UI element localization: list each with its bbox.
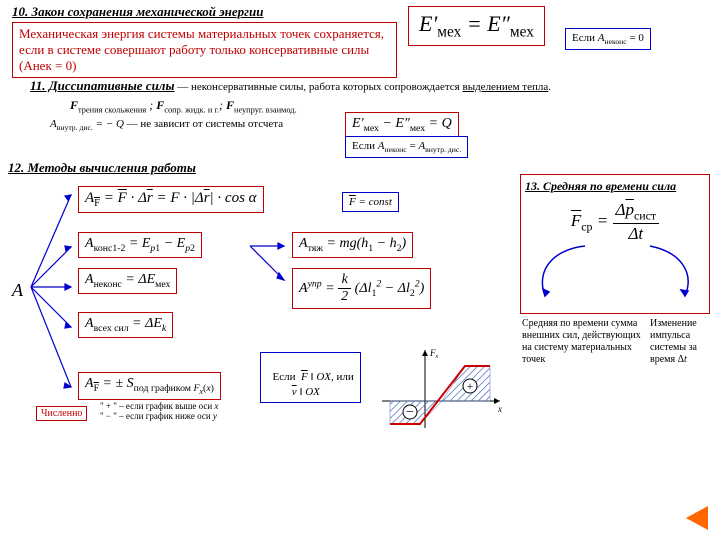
sec12-num-label: Численно (41, 408, 82, 419)
sec10-formula: E′мех = E″мех (419, 11, 534, 36)
sec12-f3b: Aупр = k2 (Δl12 − Δl22) (299, 281, 424, 296)
sec11-title: 11. Диссипативные силы (30, 78, 175, 93)
sec12-f5: AF = ± Sпод графиком Fx(x) (85, 376, 214, 391)
sec12-arrows (26, 192, 86, 432)
sec12-f3: Aнеконс = ΔEмех (85, 272, 170, 287)
sec10-condition: Если Aнеконс = 0 (572, 32, 644, 44)
sec12-f2r: Aтяж = mg(h1 − h2) (299, 236, 406, 251)
sec11-inner-note: — не зависит от системы отсчета (127, 118, 283, 130)
sec12-f2l: Aконс1-2 = Ep1 − Ep2 (85, 236, 195, 251)
svg-text:−: − (406, 405, 414, 420)
sec10-title: 10. Закон сохранения механической энерги… (12, 4, 263, 19)
sec12-graph-cond: Если F ‖ OX, или v ‖ OX (267, 371, 354, 397)
sec12-f1-note: F = const (349, 196, 392, 208)
nav-back-icon[interactable] (686, 506, 708, 530)
sec11-cond: Если Aнеконс = Aвнутр. дис. (352, 140, 461, 152)
sec12-num-minus: " − " – если график ниже оси y (100, 412, 218, 422)
sec10-desc: Механическая энергия системы материальны… (19, 26, 384, 73)
sec13-formula: Fср = Δpсист Δt (571, 211, 659, 230)
sec13-note-right: Изменение импульса системы за время Δt (650, 318, 712, 366)
svg-text:+: + (467, 379, 474, 393)
fx-graph: Fx x + − (370, 346, 510, 436)
graph-ylabel: Fx (429, 348, 439, 360)
sec12-A: A (12, 280, 23, 301)
f2-arrows (248, 238, 288, 288)
sec12-title: 12. Методы вычисления работы (8, 160, 196, 175)
sec13-note-left: Средняя по времени сумма внешних сил, де… (522, 318, 642, 366)
graph-xlabel: x (497, 404, 502, 414)
sec11-desc: — неконсервативные силы, работа которых … (177, 81, 462, 93)
sec13-curls (525, 244, 711, 302)
sec11-inner: Aвнутр. дис. = − Q (50, 118, 127, 130)
sec12-f4: Aвсех сил = ΔEk (85, 316, 166, 331)
sec11-desc-end: выделением тепла (463, 81, 549, 93)
sec11-energy: E′мех − E″мех = Q (352, 116, 452, 131)
sec12-f1: AF = F · Δr = F · |Δr| · cos α (85, 190, 257, 206)
sec13-title: 13. Средняя по времени сила (525, 179, 705, 194)
sec11-forces: Fтрения скольжения ; Fсопр. жидк. и г.; … (70, 98, 297, 112)
